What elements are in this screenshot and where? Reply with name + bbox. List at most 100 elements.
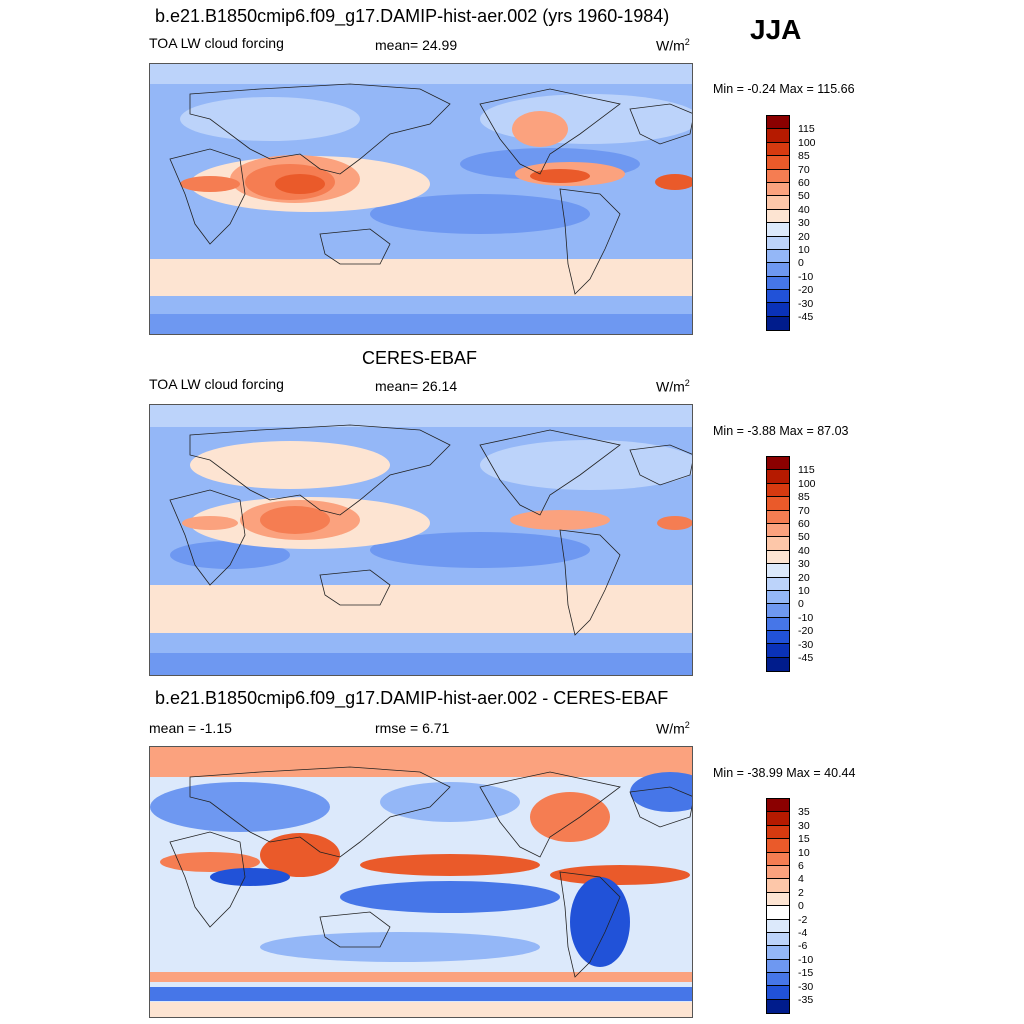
panel1-colorbar-swatch <box>767 209 789 224</box>
panel2-colorbar-swatch <box>767 537 789 551</box>
panel3-colorbar-tick-label: -15 <box>798 967 814 980</box>
panel2-units-label: W/m2 <box>656 378 690 395</box>
panel2-colorbar-tick-label: -30 <box>798 638 814 651</box>
panel2-colorbar-swatch <box>767 564 789 578</box>
panel2-colorbar-swatch <box>767 550 789 565</box>
panel1-colorbar-tick-label: 0 <box>798 257 804 270</box>
panel1-colorbar-tick-label: 60 <box>798 177 810 189</box>
panel3-colorbar-swatch <box>767 865 789 880</box>
panel2-colorbar-tick-label: -45 <box>798 652 814 664</box>
panel2-colorbar-swatch <box>767 577 789 591</box>
panel2-colorbar-swatch <box>767 510 789 524</box>
panel2-colorbar-tick-label: 50 <box>798 531 810 544</box>
panel1-minmax-label: Min = -0.24 Max = 115.66 <box>713 82 855 96</box>
panel1-colorbar-swatch <box>767 196 789 210</box>
panel3-colorbar-tick-label: 35 <box>798 806 810 819</box>
panel3-colorbar-swatch <box>767 986 789 1000</box>
panel2-mean-label: mean= 26.14 <box>375 378 458 394</box>
panel2-colorbar-tick-label: 115 <box>798 464 815 477</box>
panel3-colorbar-swatch <box>767 932 789 947</box>
panel3-colorbar-swatch <box>767 946 789 960</box>
panel3-colorbar-tick-label: -4 <box>798 927 808 939</box>
panel3-map <box>149 746 693 1018</box>
panel3-colorbar-swatch <box>767 812 789 826</box>
panel3-colorbar-tick-label: 0 <box>798 900 804 913</box>
panel3-colorbar-swatch <box>767 825 789 840</box>
panel3-rmse-label: rmse = 6.71 <box>375 720 450 736</box>
panel2-colorbar-tick-label: 20 <box>798 571 810 584</box>
panel1-colorbar-swatch <box>767 169 789 183</box>
panel1-colorbar-tick-label: 50 <box>798 190 810 203</box>
panel2-colorbar-tick-label: 10 <box>798 585 810 597</box>
panel2-colorbar-swatch <box>767 483 789 498</box>
panel1-colorbar-tick-label: 70 <box>798 163 810 176</box>
panel1-colorbar-tick-label: 40 <box>798 203 810 216</box>
panel3-colorbar-swatch <box>767 919 789 933</box>
panel2-colorbar-tick-label: -20 <box>798 625 814 638</box>
panel3-colorbar-tick-label: 10 <box>798 846 810 859</box>
panel1-colorbar-tick-label: -30 <box>798 297 814 310</box>
panel3-colorbar-swatch <box>767 879 789 893</box>
panel2-colorbar-tick-label: 0 <box>798 598 804 611</box>
panel1-colorbar-tick-label: 115 <box>798 123 815 136</box>
panel1-colorbar-swatch <box>767 129 789 143</box>
panel1-colorbar-swatch <box>767 156 789 170</box>
panel3-colorbar <box>766 798 790 1015</box>
panel3-colorbar-swatch <box>767 799 789 813</box>
panel1-colorbar-swatch <box>767 142 789 157</box>
panel3-colorbar-swatch <box>767 999 789 1014</box>
panel3-colorbar-swatch <box>767 906 789 920</box>
panel1-colorbar-tick-label: -45 <box>798 311 814 323</box>
panel1-colorbar-swatch <box>767 249 789 264</box>
panel3-colorbar-swatch <box>767 852 789 866</box>
season-label: JJA <box>750 14 802 45</box>
panel2-colorbar-swatch <box>767 470 789 484</box>
panel1-colorbar-tick-label: -10 <box>798 270 814 283</box>
panel3-colorbar-tick-label: -10 <box>798 953 814 966</box>
panel1-map <box>149 63 693 335</box>
panel1-colorbar-swatch <box>767 290 789 304</box>
panel2-colorbar-swatch <box>767 523 789 538</box>
panel3-title: b.e21.B1850cmip6.f09_g17.DAMIP-hist-aer.… <box>155 688 669 708</box>
panel3-colorbar-tick-label: 6 <box>798 860 804 872</box>
panel3-colorbar-swatch <box>767 892 789 907</box>
panel3-colorbar-tick-label: 30 <box>798 819 810 832</box>
panel1-colorbar-swatch <box>767 223 789 237</box>
panel1-colorbar-tick-label: 30 <box>798 217 810 230</box>
panel1-units-label: W/m2 <box>656 37 690 54</box>
panel2-colorbar-swatch <box>767 590 789 605</box>
panel2-colorbar-tick-label: 60 <box>798 518 810 530</box>
panel1-colorbar-tick-label: -20 <box>798 284 814 297</box>
panel3-colorbar-tick-label: -2 <box>798 913 808 926</box>
panel3-colorbar-tick-label: 15 <box>798 833 810 846</box>
panel1-colorbar-tick-label: 100 <box>798 136 816 149</box>
panel3-colorbar-tick-label: 2 <box>798 886 804 899</box>
panel1-colorbar-swatch <box>767 276 789 291</box>
panel2-variable-label: TOA LW cloud forcing <box>149 376 284 392</box>
panel2-colorbar-swatch <box>767 457 789 471</box>
panel3-colorbar-tick-label: 4 <box>798 873 804 886</box>
panel1-colorbar-swatch <box>767 303 789 317</box>
panel1-colorbar-swatch <box>767 316 789 331</box>
panel2-colorbar <box>766 456 790 673</box>
panel2-colorbar-swatch <box>767 497 789 511</box>
panel3-colorbar-tick-label: -6 <box>798 940 808 953</box>
panel2-colorbar-swatch <box>767 604 789 618</box>
panel2-colorbar-swatch <box>767 644 789 658</box>
panel3-minmax-label: Min = -38.99 Max = 40.44 <box>713 766 856 780</box>
panel1-colorbar-swatch <box>767 116 789 130</box>
panel2-colorbar-tick-label: 85 <box>798 491 810 504</box>
panel2-map <box>149 404 693 676</box>
panel2-colorbar-tick-label: 40 <box>798 544 810 557</box>
panel1-colorbar-tick-label: 10 <box>798 244 810 256</box>
panel2-colorbar-swatch <box>767 631 789 645</box>
panel1-colorbar-swatch <box>767 263 789 277</box>
panel2-colorbar-swatch <box>767 617 789 632</box>
panel2-colorbar-tick-label: 100 <box>798 477 816 490</box>
panel1-colorbar-swatch <box>767 182 789 197</box>
panel1-colorbar-tick-label: 85 <box>798 150 810 163</box>
panel3-colorbar-swatch <box>767 973 789 987</box>
panel1-colorbar-swatch <box>767 236 789 250</box>
panel1-mean-label: mean= 24.99 <box>375 37 458 53</box>
panel3-mean-label: mean = -1.15 <box>149 720 232 736</box>
